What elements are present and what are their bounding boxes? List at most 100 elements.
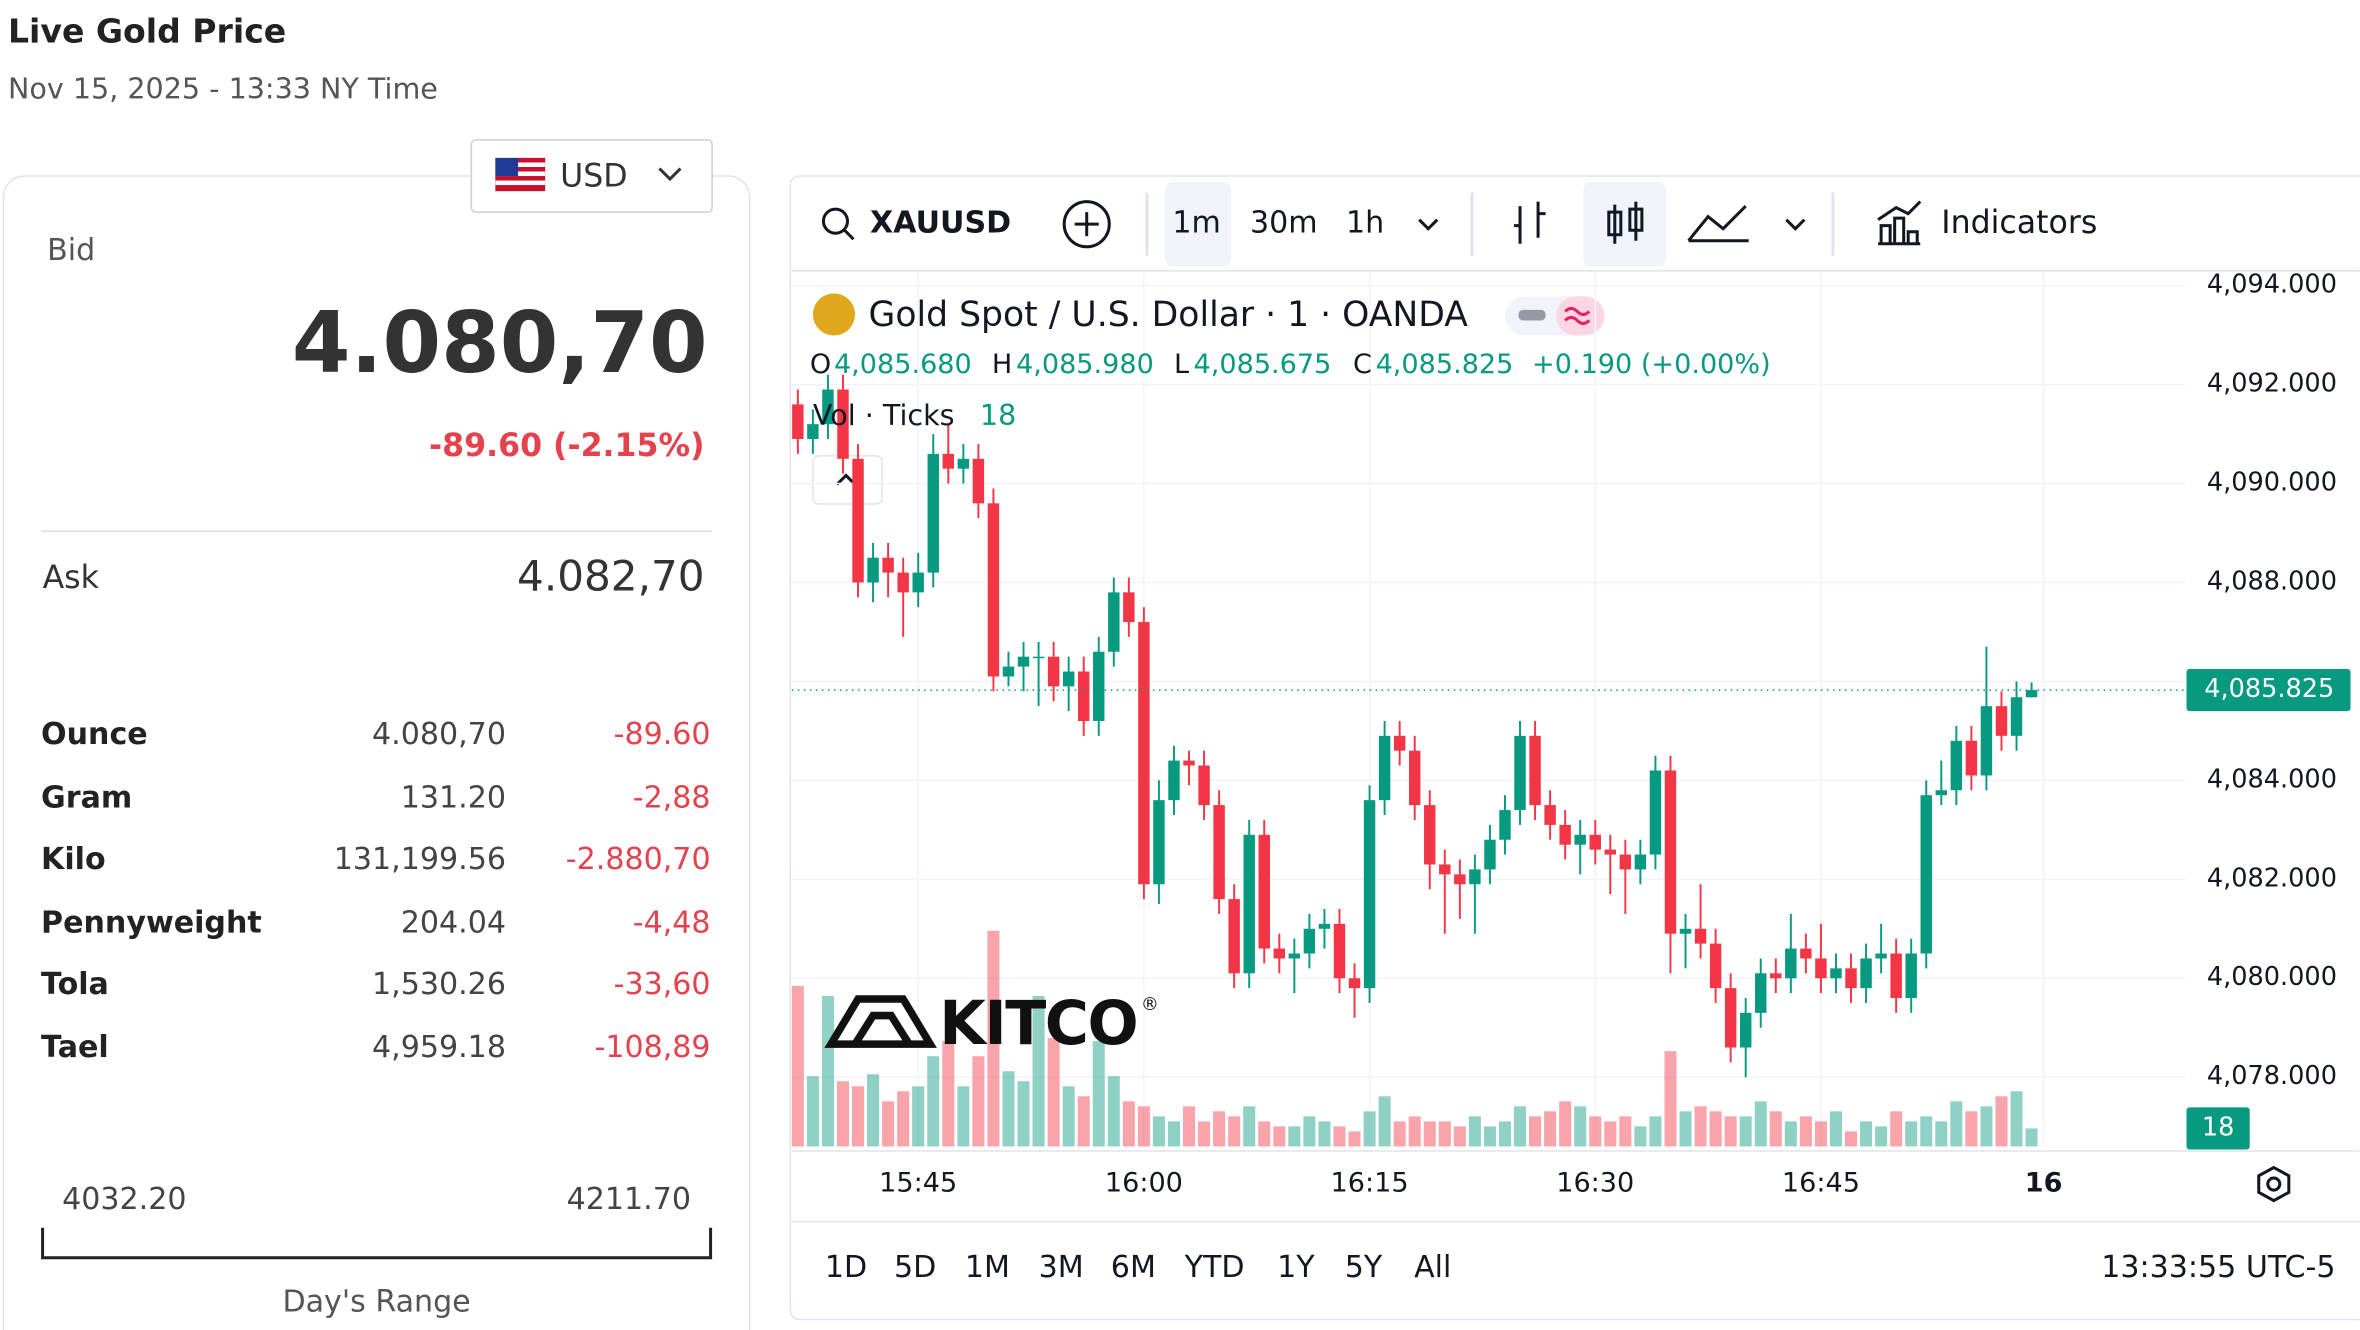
volume-bar bbox=[867, 1074, 880, 1147]
candle-body bbox=[1032, 656, 1045, 659]
volume-bar bbox=[1047, 1038, 1060, 1147]
candle-body bbox=[1980, 706, 1993, 776]
range-button[interactable]: 1Y bbox=[1277, 1250, 1315, 1285]
volume-bar bbox=[1875, 1126, 1888, 1147]
ask-value: 4.082,70 bbox=[517, 552, 705, 601]
candle-body bbox=[1017, 656, 1030, 667]
candle-body bbox=[1604, 849, 1617, 855]
ohlc-o: O bbox=[810, 349, 831, 380]
x-tick-label: 16:15 bbox=[1331, 1168, 1409, 1199]
ohlc-change: +0.190 (+0.00%) bbox=[1532, 349, 1771, 380]
volume-bar bbox=[1288, 1126, 1301, 1147]
volume-bar bbox=[987, 930, 1000, 1147]
volume-bar bbox=[1890, 1111, 1903, 1147]
indicators[interactable]: Indicators bbox=[1941, 205, 2097, 241]
ohlc-high: 4,085.980 bbox=[1016, 349, 1154, 380]
volume-bar bbox=[852, 1086, 865, 1147]
candle-body bbox=[957, 458, 970, 469]
symbol: XAUUSD bbox=[870, 206, 1011, 241]
collapse-button[interactable] bbox=[812, 455, 883, 505]
unit-change: -89.60 bbox=[614, 717, 711, 752]
candle-body bbox=[1077, 671, 1090, 721]
candle-body bbox=[912, 572, 924, 593]
volume-bar bbox=[2010, 1091, 2023, 1147]
range-button[interactable]: 3M bbox=[1039, 1250, 1084, 1285]
candle-body bbox=[1303, 928, 1316, 954]
candle-body bbox=[1815, 958, 1827, 979]
volume-bar bbox=[1122, 1101, 1135, 1147]
candle-body bbox=[1228, 899, 1240, 974]
volume-tag bbox=[2186, 1107, 2250, 1150]
range-button[interactable]: 6M bbox=[1111, 1250, 1156, 1285]
interval[interactable]: 30m bbox=[1250, 206, 1318, 241]
volume-bar bbox=[1213, 1111, 1226, 1147]
volume-bar bbox=[1167, 1121, 1180, 1147]
candle-body bbox=[1920, 795, 1932, 954]
candle-body bbox=[1213, 805, 1225, 900]
interval[interactable]: 1m bbox=[1172, 206, 1220, 241]
candle-body bbox=[1785, 948, 1797, 979]
volume-bar bbox=[1694, 1106, 1707, 1147]
volume-bar bbox=[1784, 1121, 1797, 1147]
unit-price: 1,530.26 bbox=[372, 967, 506, 1002]
candle-body bbox=[1484, 839, 1496, 870]
candle-body bbox=[1860, 958, 1872, 989]
candle-body bbox=[942, 453, 955, 469]
candle-body bbox=[1905, 953, 1917, 999]
range-button[interactable]: All bbox=[1414, 1250, 1451, 1285]
candle-body bbox=[1664, 770, 1677, 934]
candle-body bbox=[1318, 923, 1331, 929]
candle-body bbox=[1544, 805, 1556, 825]
settings-icon[interactable] bbox=[2257, 1165, 2291, 1203]
volume-bar bbox=[1814, 1121, 1827, 1147]
ohlc-open: 4,085.680 bbox=[834, 349, 972, 380]
volume-bar bbox=[1423, 1121, 1436, 1147]
unit-price: 131.20 bbox=[401, 780, 506, 815]
plot bbox=[791, 270, 2186, 1147]
y-tick-label: 4,090.000 bbox=[2207, 468, 2337, 498]
unit-name: Gram bbox=[41, 780, 132, 815]
volume-bar bbox=[1438, 1121, 1451, 1147]
volume-bar bbox=[1303, 1116, 1316, 1147]
price-card bbox=[2, 175, 751, 1330]
unit-name: Ounce bbox=[41, 717, 148, 752]
interval[interactable]: 1h bbox=[1346, 206, 1384, 241]
volume-bar bbox=[1243, 1106, 1256, 1147]
page-title: Live Gold Price bbox=[8, 12, 286, 51]
volume-bar bbox=[1107, 1076, 1120, 1147]
x-tick-label: 16:45 bbox=[1782, 1168, 1860, 1199]
candle-body bbox=[1619, 854, 1632, 870]
volume-bar bbox=[1363, 1111, 1376, 1147]
candle-body bbox=[1454, 874, 1466, 885]
candle-body bbox=[1393, 735, 1406, 751]
candle-body bbox=[1108, 592, 1120, 652]
unit-name: Tael bbox=[41, 1030, 109, 1065]
candle-body bbox=[1424, 805, 1436, 865]
candle-body bbox=[1439, 864, 1451, 875]
candle-body bbox=[972, 458, 985, 504]
candle-body bbox=[1514, 735, 1526, 811]
volume-bar bbox=[1002, 1071, 1015, 1147]
status-dot bbox=[1556, 296, 1605, 336]
range-button[interactable]: YTD bbox=[1184, 1250, 1245, 1285]
range-button[interactable]: 1M bbox=[965, 1250, 1010, 1285]
volume-bar bbox=[1183, 1106, 1196, 1147]
unit-change: -2.880,70 bbox=[566, 842, 711, 877]
volume-bar bbox=[1198, 1121, 1211, 1147]
volume-bar bbox=[1393, 1121, 1406, 1147]
range-button[interactable]: 5Y bbox=[1345, 1250, 1383, 1285]
volume-bar bbox=[1995, 1096, 2008, 1147]
volume-bar bbox=[1062, 1086, 1075, 1147]
range-button[interactable]: 5D bbox=[894, 1250, 936, 1285]
volume-bar bbox=[1920, 1116, 1933, 1147]
unit-name: Pennyweight bbox=[41, 905, 262, 940]
kitco-mark bbox=[824, 995, 937, 1048]
candle-body bbox=[1198, 765, 1210, 806]
y-tick-label: 4,078.000 bbox=[2207, 1061, 2337, 1091]
range-button[interactable]: 1D bbox=[825, 1250, 867, 1285]
volume-bar bbox=[1574, 1106, 1587, 1147]
candle-body bbox=[1995, 706, 2008, 736]
candle-body bbox=[1288, 953, 1301, 959]
volume-bar bbox=[1152, 1116, 1165, 1147]
